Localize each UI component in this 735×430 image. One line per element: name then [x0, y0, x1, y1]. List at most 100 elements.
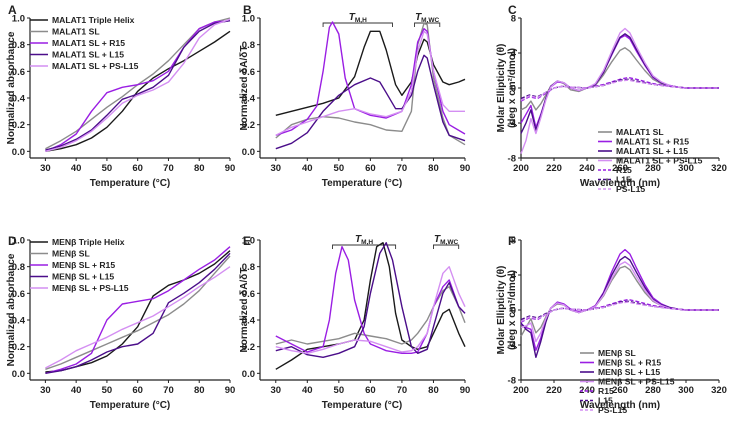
x-tick-label: 200 [513, 163, 529, 174]
x-tick-label: 300 [678, 163, 694, 174]
y-tick-label: 0.4 [242, 94, 256, 105]
x-tick-label: 30 [40, 163, 51, 174]
y-tick-label: 1.0 [12, 236, 25, 247]
x-tick-label: 320 [711, 385, 727, 396]
x-tick-label: 200 [513, 385, 529, 396]
tm-bracket [322, 22, 393, 27]
panel-letter: C [508, 3, 517, 17]
y-tick-label: 4 [511, 49, 517, 60]
x-tick-label: 30 [270, 163, 281, 174]
panel-letter: E [243, 234, 251, 248]
legend-label: MALAT1 SL + R15 [52, 38, 125, 48]
y-tick-label: 8 [511, 236, 516, 247]
series-line-3 [520, 27, 719, 154]
x-tick-label: 70 [163, 163, 174, 174]
x-axis-label: Temperature (°C) [90, 400, 171, 411]
x-tick-label: 70 [397, 385, 408, 396]
series-line-4 [275, 30, 465, 136]
x-tick-label: 300 [678, 385, 694, 396]
panel-e: E 30 40 50 60 70 80 90 0.0 0.2 0.4 0.6 0.8 1.0 Tempera… [239, 234, 470, 411]
series-line-1 [45, 255, 231, 370]
y-tick-label: 0.8 [242, 262, 255, 273]
x-tick-label: 60 [132, 385, 143, 396]
x-tick-label: 50 [334, 163, 345, 174]
x-tick-label: 260 [612, 163, 628, 174]
y-tick-label: 0.8 [242, 40, 255, 51]
tm-bracket [414, 22, 441, 27]
y-tick-label: 0.2 [12, 120, 25, 131]
series-line-2 [45, 20, 231, 152]
x-tick-label: 80 [194, 163, 205, 174]
y-tick-label: 0.6 [12, 67, 25, 78]
series-line-4 [275, 266, 466, 354]
y-tick-label: -4 [508, 119, 517, 130]
x-tick-label: 60 [365, 385, 376, 396]
panel-letter: D [8, 234, 17, 248]
tm-bracket [332, 244, 397, 249]
x-tick-label: 50 [102, 163, 113, 174]
x-tick-label: 50 [334, 385, 345, 396]
y-axis-sublabel: (deg x cm²/dmol) [507, 270, 518, 350]
legend-label: MENβ SL + R15 [52, 260, 115, 270]
y-tick-label: 1.0 [242, 236, 255, 247]
y-tick-label: 0 [511, 306, 516, 317]
legend-label: MALAT1 SL + PS-L15 [52, 61, 139, 71]
y-tick-label: 0.4 [12, 316, 26, 327]
series-line-3 [275, 54, 466, 150]
x-tick-label: 320 [711, 163, 727, 174]
series-line-3 [45, 252, 231, 374]
y-axis-label: Normalized absorbance [6, 31, 17, 144]
series-line-0 [45, 30, 231, 152]
series-line-2 [275, 246, 466, 354]
x-tick-label: 260 [612, 385, 628, 396]
x-tick-label: 30 [270, 385, 281, 396]
legend-label: MALAT1 Triple Helix [52, 15, 135, 25]
x-axis-label: Temperature (°C) [90, 178, 171, 189]
series-line-2 [45, 246, 231, 374]
x-tick-label: 90 [225, 163, 236, 174]
y-tick-label: -8 [508, 376, 516, 387]
x-tick-label: 80 [194, 385, 205, 396]
legend-label: MALAT1 SL + PS-L15 [616, 156, 703, 166]
x-tick-label: 40 [71, 385, 82, 396]
y-tick-label: 0.0 [242, 369, 255, 380]
legend-label: MENβ SL [52, 249, 90, 259]
x-tick-label: 40 [302, 163, 313, 174]
y-tick-label: 0.2 [242, 120, 255, 131]
legend-label: L15 [598, 396, 613, 406]
y-tick-label: 0.4 [242, 316, 256, 327]
series-line-4 [45, 266, 231, 369]
series-line-6 [520, 301, 719, 323]
y-tick-label: 0.8 [12, 262, 25, 273]
tm-annotation: TM,H [355, 234, 373, 246]
x-tick-label: 90 [460, 385, 471, 396]
x-tick-label: 240 [579, 163, 595, 174]
legend-label: MENβ SL + L15 [598, 367, 660, 377]
y-tick-label: 0.0 [242, 147, 255, 158]
legend-label: MALAT1 SL + L15 [616, 146, 688, 156]
legend-label: MENβ SL [598, 348, 636, 358]
panel-c: C 200 220 240 260 280 300 320 -8 -4 0 4 8 Wavelength … [496, 3, 727, 194]
y-tick-label: 0.6 [12, 289, 25, 300]
series-line-2 [520, 255, 719, 358]
x-tick-label: 40 [71, 163, 82, 174]
x-tick-label: 90 [225, 385, 236, 396]
series-line-6 [520, 79, 719, 101]
series-line-0 [275, 30, 466, 116]
y-axis-label: Normalized δA/δT [239, 268, 250, 353]
y-tick-label: 0.6 [242, 67, 255, 78]
y-tick-label: 4 [511, 271, 517, 282]
x-tick-label: 50 [102, 385, 113, 396]
x-tick-label: 280 [645, 163, 661, 174]
panel-d: D 30 40 50 60 70 80 90 0.0 0.2 0.4 0.6 0.8 1.0 Tempera… [6, 234, 235, 411]
y-tick-label: 0.0 [12, 147, 25, 158]
legend-label: MENβ SL + R15 [598, 358, 661, 368]
panel-letter: B [243, 3, 252, 17]
legend-label: R15 [598, 386, 614, 396]
y-tick-label: 0.8 [12, 40, 25, 51]
panel-a: A 30 40 50 60 70 80 90 0.0 0.2 0.4 0.6 0.8 1.0 Tempera… [6, 3, 235, 189]
y-axis-label: Molar Ellipticity (θ) [496, 266, 507, 355]
x-tick-label: 30 [40, 385, 51, 396]
